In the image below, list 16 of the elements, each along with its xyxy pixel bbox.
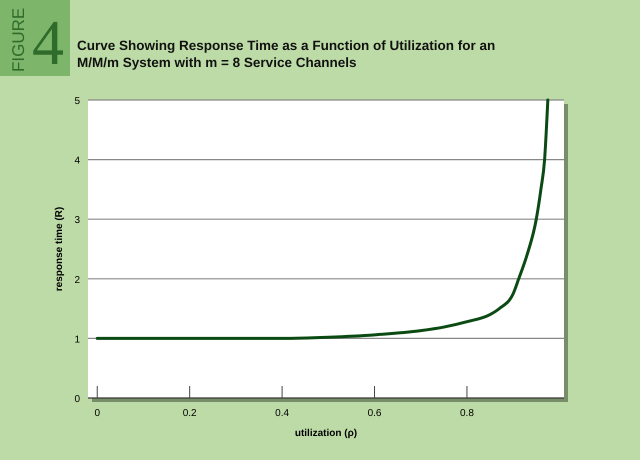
y-tick-label: 1 <box>74 334 80 346</box>
y-tick-label: 3 <box>74 215 80 226</box>
y-tick-label: 4 <box>74 156 80 167</box>
y-tick-label: 5 <box>74 96 80 107</box>
x-tick-label: 0.6 <box>368 408 382 419</box>
x-axis-title: utilization (ρ) <box>294 428 358 439</box>
y-tick-label: 0 <box>74 394 80 405</box>
text: FIGURE <box>9 8 28 72</box>
chart-title: Curve Showing Response Time as a Function of Utilization for an M/M/m System with m = 8 Service Channels <box>77 38 496 70</box>
x-tick-label: 0.2 <box>182 408 198 419</box>
x-tick-label: 0.8 <box>460 408 474 419</box>
y-tick-label: 2 <box>74 274 80 286</box>
x-tick-label: 0 <box>94 408 100 419</box>
y-axis-title: response time (R) <box>54 206 65 292</box>
x-tick-label: 0.4 <box>275 408 290 419</box>
line-series <box>96 98 550 340</box>
